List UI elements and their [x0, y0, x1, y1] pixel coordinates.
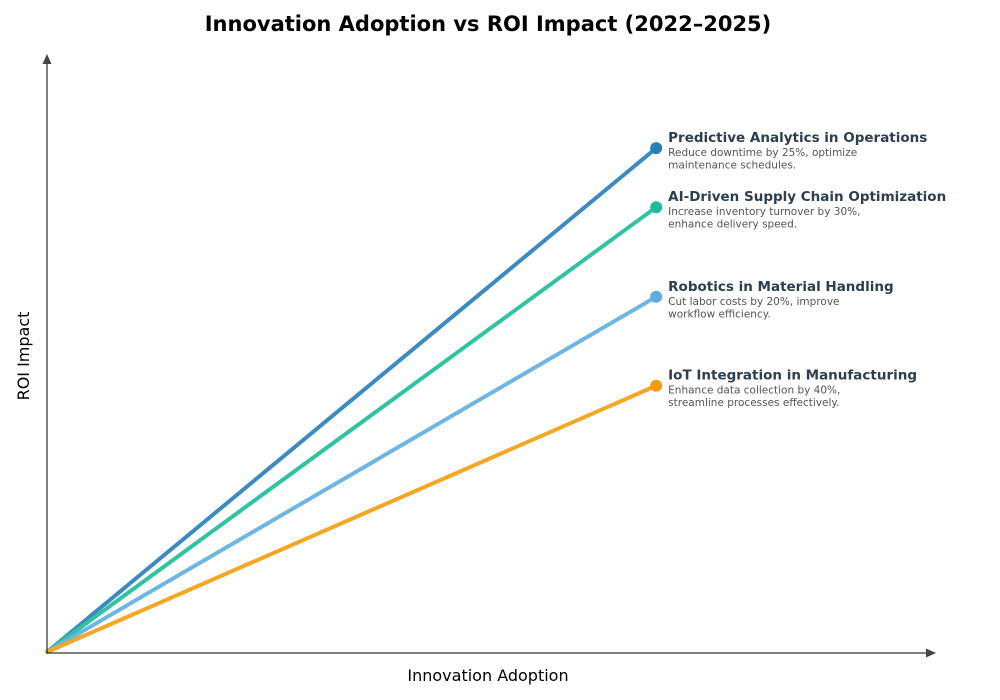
series-line	[45, 383, 659, 654]
series-1	[45, 201, 663, 654]
chart-title: Innovation Adoption vs ROI Impact (2022–…	[205, 12, 772, 36]
series-line	[45, 205, 659, 654]
series-label-title: IoT Integration in Manufacturing	[668, 368, 917, 384]
series-label-description: workflow efficiency.	[668, 308, 771, 320]
x-axis-arrow-icon	[926, 648, 936, 658]
series-label-description: Cut labor costs by 20%, improve	[668, 296, 839, 308]
y-axis-arrow-icon	[42, 54, 52, 64]
series-label-description: Increase inventory turnover by 30%,	[668, 206, 860, 218]
label-layer: Predictive Analytics in OperationsReduce…	[668, 130, 946, 409]
series-layer	[45, 142, 663, 654]
series-label-title: Robotics in Material Handling	[668, 279, 893, 295]
series-label-description: enhance delivery speed.	[668, 219, 797, 231]
series-label-title: Predictive Analytics in Operations	[668, 130, 927, 146]
series-label-description: Reduce downtime by 25%, optimize	[668, 147, 857, 159]
series-label-description: Enhance data collection by 40%,	[668, 385, 840, 397]
series-2	[45, 290, 663, 654]
series-end-marker	[650, 290, 663, 303]
y-axis-label: ROI Impact	[14, 312, 33, 401]
series-end-marker	[650, 379, 663, 392]
series-label-description: streamline processes effectively.	[668, 397, 839, 409]
series-line	[45, 146, 659, 654]
series-end-marker	[650, 201, 663, 214]
x-axis-label: Innovation Adoption	[407, 666, 568, 685]
series-label-description: maintenance schedules.	[668, 160, 796, 172]
series-0	[45, 142, 663, 654]
series-line	[45, 294, 659, 654]
series-label-title: AI-Driven Supply Chain Optimization	[668, 189, 946, 205]
series-end-marker	[650, 142, 663, 155]
series-3	[45, 379, 663, 654]
